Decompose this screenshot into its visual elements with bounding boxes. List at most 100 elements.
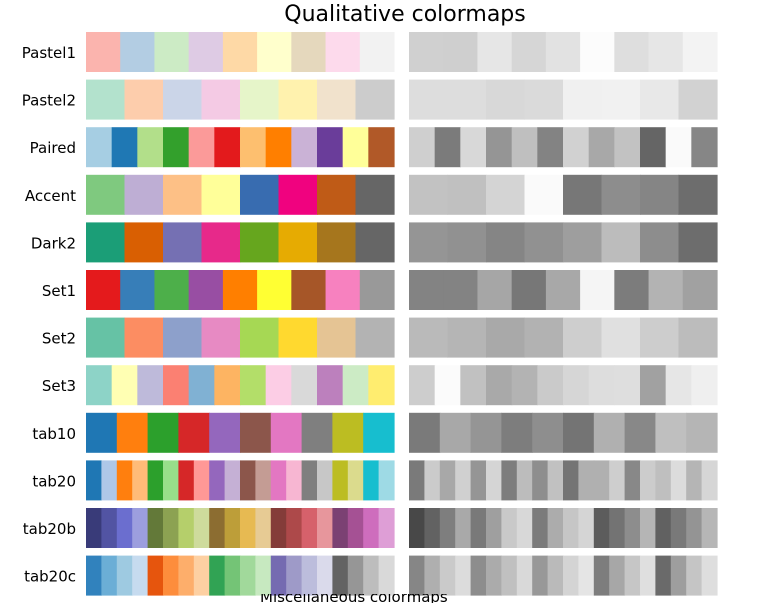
color-swatch-paired-11 xyxy=(368,127,395,168)
color-swatch-pastel1-0 xyxy=(86,32,121,72)
gray-swatch-pastel2-5 xyxy=(601,79,641,120)
color-swatch-tab20-13 xyxy=(286,460,303,501)
gray-swatch-accent-6 xyxy=(640,174,680,215)
color-swatch-pastel2-4 xyxy=(240,79,280,120)
gray-swatch-set2-7 xyxy=(678,317,718,358)
color-swatch-dark2-1 xyxy=(124,222,164,263)
gray-swatch-tab20-7 xyxy=(516,460,533,501)
color-swatch-set2-5 xyxy=(278,317,318,358)
gray-swatch-tab20-15 xyxy=(640,460,656,501)
color-swatch-accent-2 xyxy=(163,174,203,215)
color-swatch-tab20b-16 xyxy=(332,508,349,548)
color-swatch-tab20c-11 xyxy=(255,555,272,596)
gray-swatch-paired-3 xyxy=(486,127,513,168)
gray-swatch-tab20b-5 xyxy=(486,508,502,548)
color-swatch-tab20b-19 xyxy=(378,508,395,548)
color-swatch-tab10-0 xyxy=(86,412,118,453)
gray-swatch-pastel2-3 xyxy=(524,79,564,120)
color-swatch-tab20-7 xyxy=(193,460,210,501)
gray-swatch-dark2-3 xyxy=(524,222,564,263)
gray-swatch-set1-0 xyxy=(409,270,444,310)
color-swatch-tab10-4 xyxy=(209,412,241,453)
color-swatch-tab20c-15 xyxy=(317,555,333,596)
gray-swatch-tab20c-17 xyxy=(670,555,687,596)
gray-swatch-tab10-8 xyxy=(655,412,687,453)
color-swatch-paired-3 xyxy=(163,127,190,168)
color-swatch-paired-0 xyxy=(86,127,113,168)
gray-swatch-pastel2-4 xyxy=(563,79,603,120)
colormap-rows: Pastel1 Pastel2 Paired Accent Dark2 Set1 Set2 S… xyxy=(22,32,718,596)
gray-swatch-tab10-6 xyxy=(593,412,626,453)
color-swatch-set1-0 xyxy=(86,270,121,310)
gray-swatch-tab20c-19 xyxy=(701,555,718,596)
color-swatch-tab20b-9 xyxy=(224,508,241,548)
gray-swatch-tab20-5 xyxy=(486,460,502,501)
gray-swatch-pastel2-1 xyxy=(447,79,487,120)
color-swatch-set1-6 xyxy=(291,270,327,310)
color-swatch-pastel1-7 xyxy=(325,32,361,72)
gray-swatch-pastel2-7 xyxy=(678,79,718,120)
color-swatch-tab20c-6 xyxy=(178,555,195,596)
color-swatch-tab20-2 xyxy=(116,460,133,501)
gray-swatch-pastel1-5 xyxy=(580,32,615,72)
gray-swatch-pastel1-8 xyxy=(682,32,718,72)
gray-swatch-tab20c-6 xyxy=(501,555,518,596)
color-swatch-dark2-0 xyxy=(86,222,126,263)
color-swatch-pastel2-5 xyxy=(278,79,318,120)
gray-swatch-tab20b-17 xyxy=(670,508,687,548)
gray-swatch-set3-6 xyxy=(563,365,590,406)
color-swatch-paired-4 xyxy=(188,127,215,168)
gray-swatch-set3-2 xyxy=(460,365,487,406)
color-swatch-tab20c-3 xyxy=(132,555,149,596)
gray-swatch-tab20-3 xyxy=(455,460,472,501)
color-swatch-pastel2-2 xyxy=(163,79,203,120)
colormap-label-dark2: Dark2 xyxy=(31,234,76,252)
color-swatch-paired-1 xyxy=(111,127,138,168)
color-swatch-pastel1-8 xyxy=(359,32,395,72)
gray-swatch-set3-7 xyxy=(588,365,615,406)
color-swatch-tab20c-9 xyxy=(224,555,241,596)
gray-swatch-tab20b-18 xyxy=(686,508,703,548)
color-swatch-set3-7 xyxy=(265,365,292,406)
gray-swatch-tab20b-6 xyxy=(501,508,518,548)
colormap-label-accent: Accent xyxy=(25,187,76,205)
gray-swatch-pastel1-2 xyxy=(477,32,513,72)
color-swatch-paired-2 xyxy=(137,127,164,168)
gray-swatch-tab20b-19 xyxy=(701,508,718,548)
gray-swatch-set1-7 xyxy=(648,270,684,310)
colormap-label-tab20: tab20 xyxy=(32,472,76,490)
gray-swatch-tab20c-4 xyxy=(470,555,487,596)
gray-swatch-pastel2-0 xyxy=(409,79,449,120)
gray-swatch-set2-1 xyxy=(447,317,487,358)
color-swatch-pastel1-4 xyxy=(222,32,258,72)
color-swatch-paired-10 xyxy=(342,127,369,168)
color-swatch-tab20c-17 xyxy=(347,555,364,596)
gray-swatch-tab20b-7 xyxy=(516,508,533,548)
color-swatch-set2-6 xyxy=(317,317,357,358)
color-swatch-set1-1 xyxy=(120,270,156,310)
color-swatch-tab20-11 xyxy=(255,460,272,501)
gray-swatch-tab20b-4 xyxy=(470,508,487,548)
next-figure-title: Miscellaneous colormaps xyxy=(260,594,448,603)
color-swatch-tab20b-17 xyxy=(347,508,364,548)
color-swatch-set3-11 xyxy=(368,365,395,406)
gray-swatch-set3-3 xyxy=(486,365,513,406)
color-swatch-tab20c-13 xyxy=(286,555,303,596)
color-swatch-tab10-5 xyxy=(240,412,272,453)
colormap-label-pastel1: Pastel1 xyxy=(22,44,76,62)
color-swatch-set1-4 xyxy=(222,270,258,310)
gray-swatch-tab20c-18 xyxy=(686,555,703,596)
gray-swatch-set1-5 xyxy=(580,270,615,310)
gray-swatch-tab20-17 xyxy=(670,460,687,501)
gray-swatch-tab20c-10 xyxy=(563,555,579,596)
color-swatch-paired-6 xyxy=(240,127,267,168)
gray-swatch-tab20c-15 xyxy=(640,555,656,596)
color-swatch-tab10-9 xyxy=(363,412,395,453)
gray-swatch-set1-3 xyxy=(511,270,547,310)
color-swatch-pastel1-6 xyxy=(291,32,327,72)
gray-swatch-set3-1 xyxy=(434,365,461,406)
gray-swatch-tab20-18 xyxy=(686,460,703,501)
gray-swatch-tab20b-13 xyxy=(609,508,626,548)
gray-swatch-set3-11 xyxy=(691,365,718,406)
color-swatch-dark2-2 xyxy=(163,222,203,263)
